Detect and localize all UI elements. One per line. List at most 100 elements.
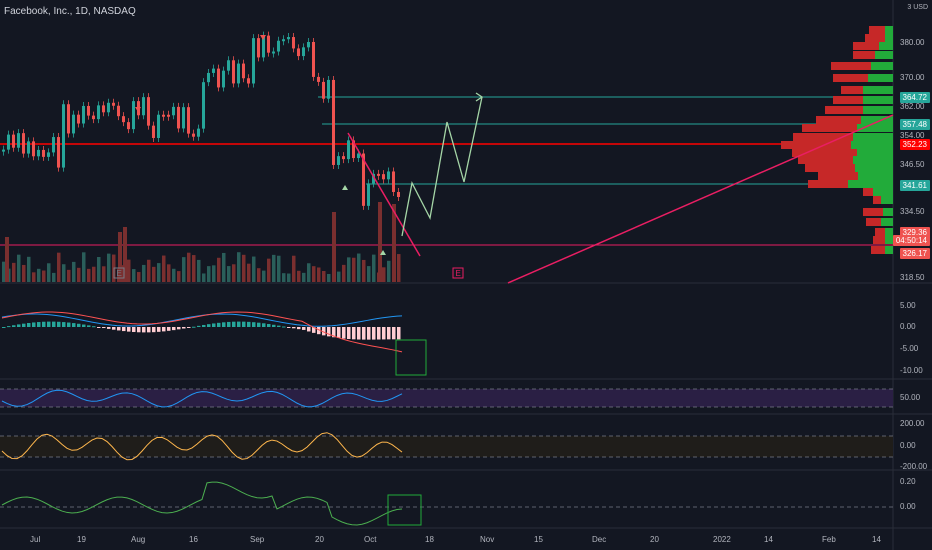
- price-tag[interactable]: 364.72: [899, 92, 930, 103]
- macd-histogram-bar: [7, 326, 11, 328]
- candle-body: [32, 141, 35, 157]
- macd-histogram-bar: [217, 322, 221, 327]
- macd-histogram-bar: [287, 327, 291, 328]
- candle-body: [162, 114, 165, 117]
- volume-profile-sell: [873, 196, 881, 204]
- macd-histogram-bar: [187, 327, 191, 328]
- macd-histogram-bar: [342, 327, 346, 339]
- volume-bar: [237, 252, 241, 282]
- macd-histogram-bar: [22, 323, 26, 327]
- macd-histogram-bar: [37, 322, 41, 327]
- volume-bar: [207, 266, 211, 282]
- volume-profile-sell: [808, 180, 848, 188]
- cci-axis-label: 0.00: [900, 441, 916, 450]
- earnings-label: E: [456, 269, 461, 278]
- candle-body: [37, 149, 40, 157]
- time-axis-label: Dec: [592, 535, 607, 544]
- macd-histogram-bar: [52, 321, 56, 327]
- signal-marker: [380, 250, 386, 255]
- volume-bar: [107, 253, 111, 282]
- volume-bar: [157, 263, 161, 282]
- macd-axis-label: -5.00: [900, 344, 919, 353]
- cci-axis-label: 200.00: [900, 419, 925, 428]
- volume-bar: [52, 272, 56, 282]
- candle-body: [142, 97, 145, 116]
- volume-bar: [257, 268, 261, 282]
- candle-body: [322, 81, 325, 99]
- cci-line: [1, 432, 403, 461]
- macd-histogram-bar: [117, 327, 121, 331]
- macd-histogram-bar: [192, 326, 196, 328]
- time-axis-label: 2022: [713, 535, 731, 544]
- volume-profile-sell: [833, 74, 868, 82]
- volume-profile-sell: [805, 164, 855, 172]
- candle-body: [112, 102, 115, 106]
- volume-bar: [287, 273, 291, 282]
- volume-bar: [272, 254, 276, 282]
- price-tag[interactable]: 329.36: [899, 227, 930, 238]
- time-axis-label: Feb: [822, 535, 836, 544]
- projection-arrow: [475, 92, 484, 102]
- candle-body: [317, 76, 320, 82]
- volume-profile-buy: [855, 164, 893, 172]
- price-tag[interactable]: 326.17: [899, 248, 930, 259]
- volume-bar: [332, 212, 336, 282]
- candle-body: [257, 38, 260, 58]
- macd-histogram-bar: [2, 327, 6, 328]
- macd-histogram-bar: [12, 325, 16, 327]
- macd-histogram-bar: [197, 325, 201, 327]
- time-axis-label: Sep: [250, 535, 265, 544]
- candle-body: [292, 37, 295, 49]
- candle-body: [42, 149, 45, 157]
- volume-bar: [217, 257, 221, 282]
- candle-body: [52, 137, 55, 153]
- time-axis-label: 16: [189, 535, 198, 544]
- volume-profile-sell: [825, 106, 863, 114]
- volume-bar: [187, 252, 191, 282]
- macd-histogram-bar: [47, 321, 51, 327]
- candle-body: [272, 51, 275, 54]
- volume-bar: [82, 252, 86, 282]
- candle-body: [277, 40, 280, 52]
- candle-body: [62, 104, 65, 168]
- volume-profile-sell: [866, 218, 881, 226]
- candle-body: [382, 174, 385, 180]
- volume-profile-sell: [869, 26, 885, 34]
- macd-histogram-bar: [317, 327, 321, 335]
- candle-body: [172, 106, 175, 116]
- macd-histogram-bar: [257, 322, 261, 327]
- volume-bar: [267, 258, 271, 282]
- candle-body: [22, 133, 25, 154]
- price-tag[interactable]: 04:50:14: [892, 235, 930, 246]
- macd-histogram-bar: [212, 323, 216, 327]
- volume-profile-sell: [792, 149, 857, 157]
- price-tag[interactable]: 357.48: [899, 119, 930, 130]
- candle-body: [132, 101, 135, 130]
- candle-body: [332, 79, 335, 165]
- volume-bar: [127, 259, 131, 282]
- candle-body: [247, 78, 250, 84]
- candle-body: [152, 125, 155, 138]
- macd-histogram-bar: [42, 321, 46, 327]
- macd-histogram-bar: [32, 322, 36, 327]
- volume-profile-buy: [873, 188, 893, 196]
- volume-bar: [132, 269, 136, 282]
- momentum-line: [1, 481, 403, 526]
- currency-label[interactable]: 3 USD: [907, 4, 928, 11]
- price-tag[interactable]: 341.61: [899, 180, 930, 191]
- time-axis-label: 15: [534, 535, 543, 544]
- volume-bar: [182, 257, 186, 282]
- macd-histogram-bar: [352, 327, 356, 340]
- candle-body: [147, 97, 150, 126]
- macd-histogram-bar: [332, 327, 336, 338]
- price-tag[interactable]: 352.23: [899, 139, 930, 150]
- volume-bar: [27, 256, 31, 282]
- candle-body: [287, 37, 290, 40]
- candle-body: [87, 105, 90, 116]
- volume-bar: [302, 272, 306, 282]
- volume-bar: [262, 270, 266, 282]
- macd-histogram-bar: [167, 327, 171, 331]
- price-axis-label: 380.00: [900, 38, 925, 47]
- volume-bar: [67, 269, 71, 282]
